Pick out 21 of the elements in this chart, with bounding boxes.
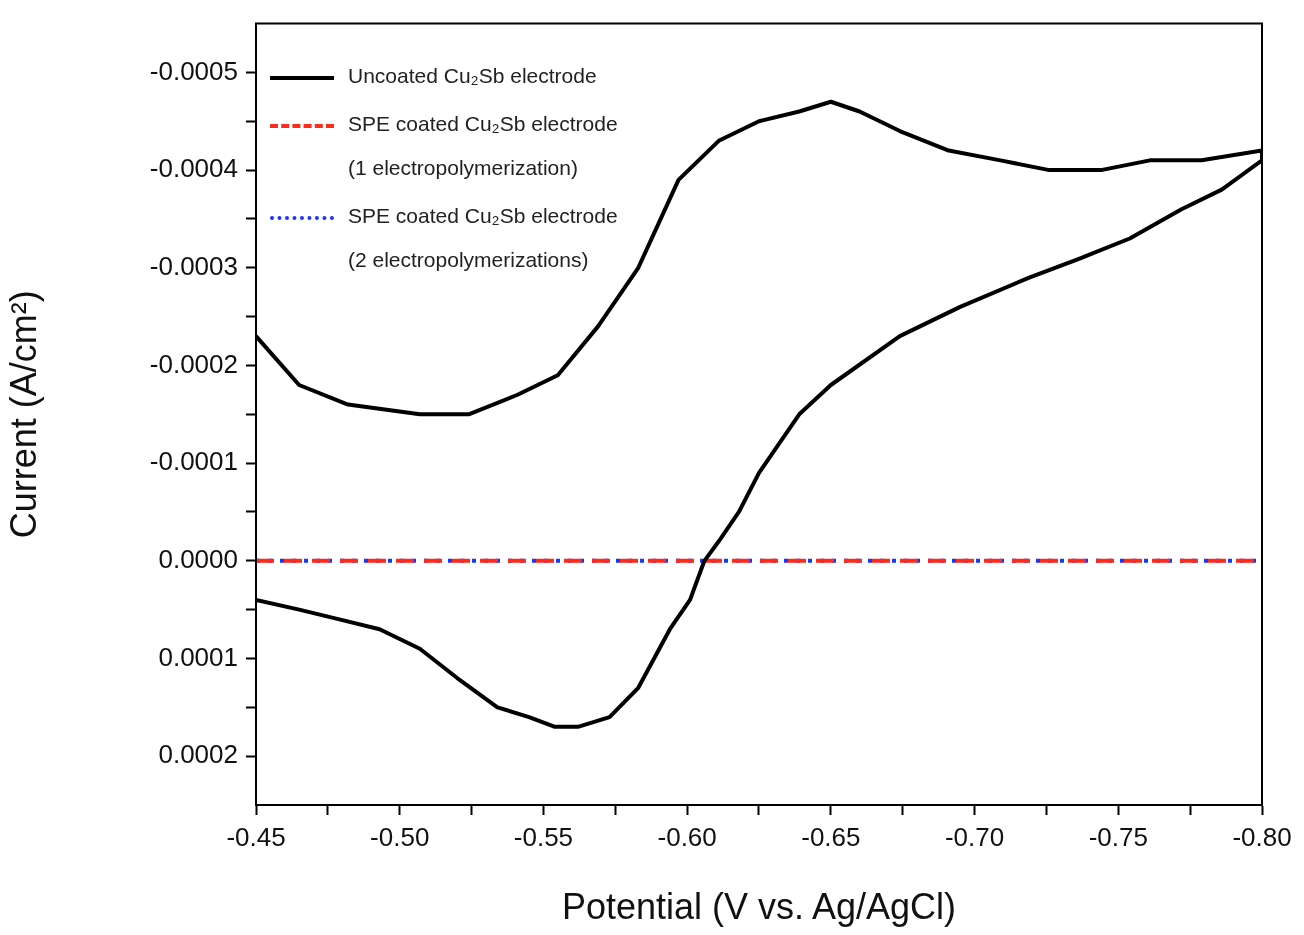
x-tick-label: -0.70 (944, 821, 1005, 852)
legend-label: Uncoated Cu₂Sb electrode (348, 62, 597, 89)
y-tick-label: -0.0005 (149, 55, 238, 86)
x-tick-label: -0.65 (801, 821, 861, 852)
y-tick-label: -0.0003 (149, 250, 238, 281)
y-tick-label: -0.0004 (149, 153, 238, 184)
y-tick-label: 0.0002 (158, 739, 238, 770)
x-tick-label: -0.60 (657, 821, 717, 852)
x-tick-label: -0.50 (370, 821, 430, 852)
y-tick-label: -0.0001 (149, 446, 238, 477)
legend-label: SPE coated Cu₂Sb electrode (1 electropolymerization) (348, 110, 618, 181)
y-tick-label: 0.0001 (158, 641, 238, 672)
legend-label: SPE coated Cu₂Sb electrode (2 electropolymerizations) (348, 202, 618, 273)
y-axis-title: Current (A/cm²) (2, 290, 44, 539)
x-tick-label: -0.45 (226, 821, 286, 852)
x-tick-label: -0.80 (1232, 821, 1292, 852)
y-tick-label: -0.0002 (149, 348, 238, 379)
y-tick-label: 0.0000 (158, 543, 238, 574)
x-axis-title: Potential (V vs. Ag/AgCl) (561, 886, 957, 928)
x-tick-label: -0.55 (513, 821, 574, 852)
x-tick-label: -0.75 (1088, 821, 1148, 852)
